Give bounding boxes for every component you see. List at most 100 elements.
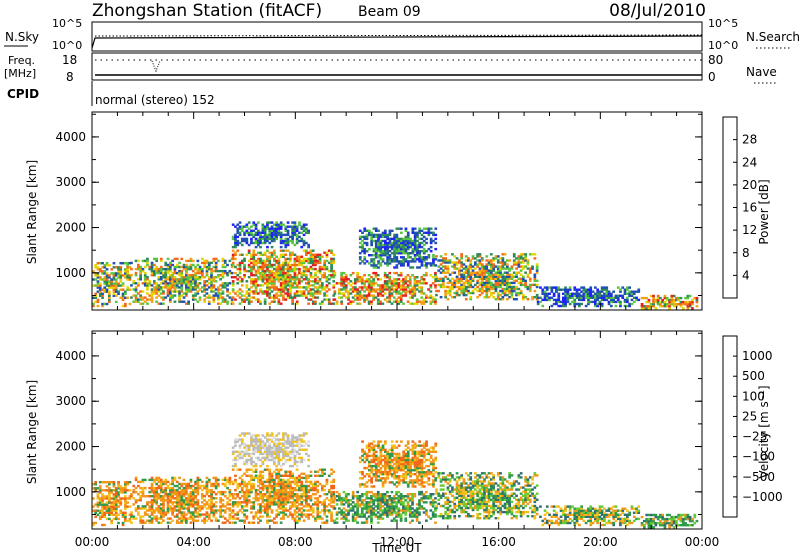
velocity-cell	[316, 484, 320, 488]
power-cell	[425, 250, 428, 253]
power-cell	[392, 280, 396, 283]
power-cell	[347, 290, 350, 293]
power-cell	[499, 285, 502, 289]
power-cell	[261, 278, 265, 281]
power-cell	[286, 282, 290, 285]
velocity-cell	[207, 488, 211, 492]
velocity-cell	[191, 495, 195, 498]
power-cell	[94, 292, 97, 295]
power-cell	[210, 261, 213, 265]
power-cell	[480, 279, 484, 282]
velocity-cell	[243, 472, 246, 475]
power-cell	[490, 271, 493, 274]
power-cell	[169, 294, 172, 297]
power-cell	[159, 278, 163, 281]
power-cell	[587, 288, 590, 291]
power-cell	[429, 294, 433, 297]
power-cell	[429, 286, 433, 289]
power-cell	[309, 265, 313, 269]
power-cell	[266, 263, 269, 267]
power-cell	[143, 280, 147, 283]
velocity-cell	[101, 499, 104, 502]
power-cell	[210, 284, 213, 287]
power-cell	[295, 286, 299, 289]
power-cell	[370, 243, 373, 247]
velocity-cell	[132, 490, 136, 494]
power-cell	[557, 304, 561, 308]
power-cell	[390, 292, 394, 295]
power-cell	[259, 241, 262, 245]
velocity-cell	[250, 488, 253, 492]
power-cell	[268, 286, 272, 289]
velocity-cell	[114, 503, 118, 506]
power-cell	[332, 257, 336, 261]
velocity-cell	[187, 517, 190, 520]
velocity-cell	[268, 495, 272, 498]
velocity-cell	[189, 493, 193, 496]
power-cell	[105, 264, 109, 267]
power-cell	[254, 245, 258, 249]
power-cell	[159, 257, 163, 261]
power-cell	[273, 233, 276, 237]
velocity-cell	[330, 495, 333, 498]
velocity-cell	[169, 517, 172, 520]
velocity-cell	[323, 509, 326, 512]
velocity-cell	[159, 497, 163, 500]
power-cell	[476, 273, 479, 276]
velocity-cell	[219, 511, 222, 514]
power-cell	[105, 284, 109, 287]
power-cell	[252, 280, 256, 283]
power-cell	[254, 233, 258, 237]
velocity-cell	[117, 495, 120, 498]
power-cell	[112, 286, 116, 289]
power-cell	[406, 235, 410, 239]
power-cell	[114, 282, 118, 285]
velocity-cell	[201, 497, 204, 500]
power-cell	[404, 288, 408, 291]
power-cell	[384, 241, 387, 245]
power-cell	[143, 278, 147, 281]
power-cell	[494, 271, 498, 274]
power-cell	[257, 243, 260, 247]
power-cell	[367, 280, 371, 283]
power-cell	[148, 284, 152, 287]
power-cell	[439, 263, 443, 266]
velocity-cell	[178, 495, 181, 498]
power-cell	[524, 255, 527, 258]
power-cell	[379, 239, 383, 243]
power-cell	[372, 233, 376, 237]
velocity-cell	[257, 503, 260, 506]
velocity-cell	[279, 507, 283, 510]
power-cell	[157, 302, 161, 305]
velocity-cell	[270, 497, 274, 500]
power-cell	[392, 271, 396, 275]
velocity-cell	[105, 481, 109, 484]
power-cell	[422, 298, 426, 301]
power-cell	[458, 287, 461, 291]
power-cell	[275, 271, 278, 275]
power-cell	[600, 286, 604, 289]
power-cell	[98, 268, 102, 271]
power-cell	[282, 280, 285, 283]
velocity-cell	[214, 519, 218, 522]
power-cell	[332, 253, 336, 256]
velocity-cell	[291, 493, 294, 496]
power-cell	[150, 261, 154, 265]
power-cell	[415, 282, 419, 285]
velocity-cell	[250, 501, 253, 504]
power-cell	[298, 259, 301, 263]
velocity-cell	[185, 488, 188, 492]
power-cell	[413, 292, 417, 295]
velocity-cell	[178, 490, 181, 494]
velocity-cell	[266, 488, 269, 492]
power-cell	[325, 284, 329, 287]
power-cell	[386, 237, 389, 241]
power-cell	[635, 298, 638, 302]
power-cell	[261, 263, 265, 267]
power-cell	[356, 288, 359, 291]
velocity-cell	[171, 513, 174, 516]
power-cell	[323, 251, 326, 254]
velocity-cell	[223, 511, 227, 514]
power-cell	[679, 296, 683, 300]
velocity-cell	[117, 517, 120, 521]
